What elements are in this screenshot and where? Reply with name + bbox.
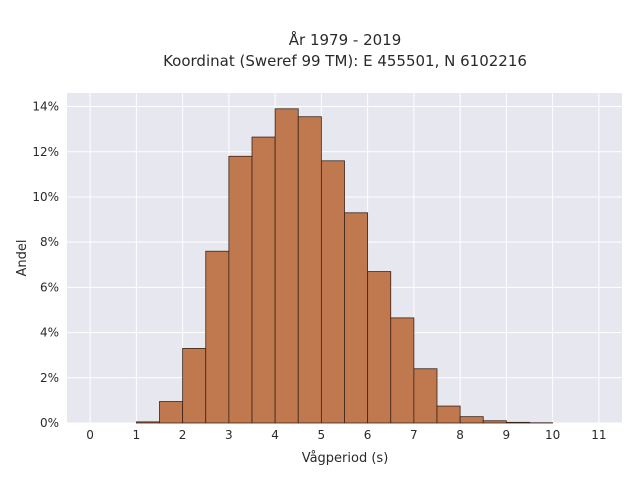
histogram-bar xyxy=(413,368,438,424)
histogram-bar xyxy=(205,250,230,424)
x-tick-label: 3 xyxy=(225,428,233,442)
x-axis-ticks: 0 1 2 3 4 5 6 7 8 9 10 11 xyxy=(86,428,606,442)
bars xyxy=(135,108,554,424)
x-tick-label: 10 xyxy=(545,428,560,442)
x-tick-label: 1 xyxy=(133,428,141,442)
y-tick-label: 10% xyxy=(32,190,59,204)
histogram-bar xyxy=(320,160,345,424)
histogram-bar xyxy=(482,420,507,424)
y-tick-label: 2% xyxy=(40,371,59,385)
y-tick-label: 6% xyxy=(40,280,59,294)
x-tick-label: 2 xyxy=(179,428,187,442)
histogram-bar xyxy=(182,348,207,424)
histogram-bar xyxy=(159,401,184,424)
x-tick-label: 8 xyxy=(456,428,464,442)
x-tick-label: 0 xyxy=(86,428,94,442)
x-tick-label: 5 xyxy=(318,428,326,442)
histogram-bar xyxy=(251,136,276,424)
histogram-bar xyxy=(344,212,369,424)
histogram-bar xyxy=(228,155,253,424)
y-tick-label: 12% xyxy=(32,145,59,159)
y-axis-ticks: 0% 2% 4% 6% 8% 10% 12% 14% xyxy=(32,100,59,430)
y-tick-label: 0% xyxy=(40,416,59,430)
y-axis-label: Andel xyxy=(15,240,30,277)
x-tick-label: 7 xyxy=(410,428,418,442)
x-tick-label: 11 xyxy=(591,428,606,442)
histogram-bar xyxy=(367,271,392,424)
x-tick-label: 4 xyxy=(271,428,279,442)
y-tick-label: 8% xyxy=(40,235,59,249)
histogram-bar xyxy=(390,317,415,424)
x-tick-label: 9 xyxy=(503,428,511,442)
histogram-bar xyxy=(436,405,461,424)
chart-title: År 1979 - 2019 xyxy=(289,30,402,49)
x-tick-label: 6 xyxy=(364,428,372,442)
histogram-bar xyxy=(135,421,160,424)
x-axis-label: Vågperiod (s) xyxy=(302,451,389,466)
chart-subtitle: Koordinat (Sweref 99 TM): E 455501, N 61… xyxy=(163,52,527,70)
histogram-bar xyxy=(297,116,322,424)
histogram-bar xyxy=(459,416,484,424)
y-tick-label: 4% xyxy=(40,326,59,340)
histogram-bar xyxy=(274,108,299,424)
y-tick-label: 14% xyxy=(32,100,59,114)
histogram-bar xyxy=(505,421,530,424)
